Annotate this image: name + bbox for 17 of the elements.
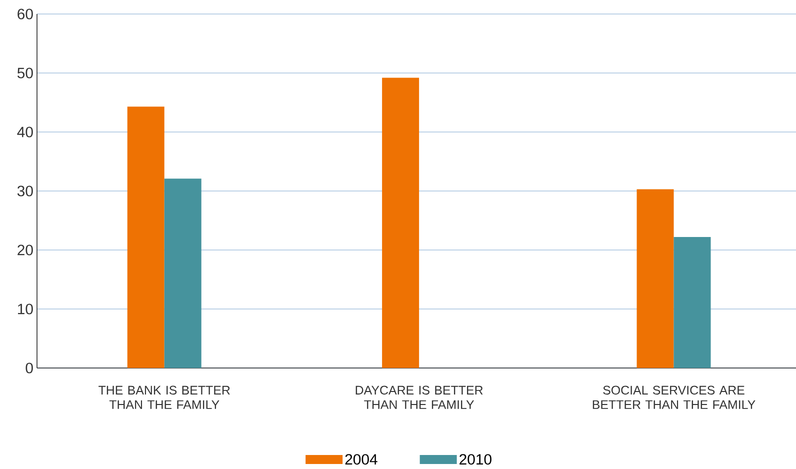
legend-label: 2010 — [460, 454, 492, 465]
legend-label: 2004 — [345, 454, 378, 465]
y-tick-label: 10 — [18, 304, 33, 314]
bar — [674, 237, 711, 368]
x-tick-label: SOCIAL SERVICES ARE BETTER THAN THE FAMILY — [592, 386, 756, 409]
bar — [636, 189, 674, 368]
y-tick-label: 0 — [26, 362, 33, 374]
y-tick-label: 20 — [18, 244, 33, 256]
y-tick-label: 30 — [17, 186, 33, 196]
x-tick-label: THE BANK IS BETTER THAN THE FAMILY — [98, 386, 230, 409]
y-tick-label: 50 — [17, 68, 33, 78]
x-tick-label: DAYCARE IS BETTER THAN THE FAMILY — [356, 386, 483, 409]
bar — [382, 78, 420, 368]
bar — [127, 106, 164, 368]
y-tick-label: 60 — [18, 8, 33, 20]
y-tick-label: 40 — [17, 126, 33, 138]
bar — [164, 178, 202, 368]
